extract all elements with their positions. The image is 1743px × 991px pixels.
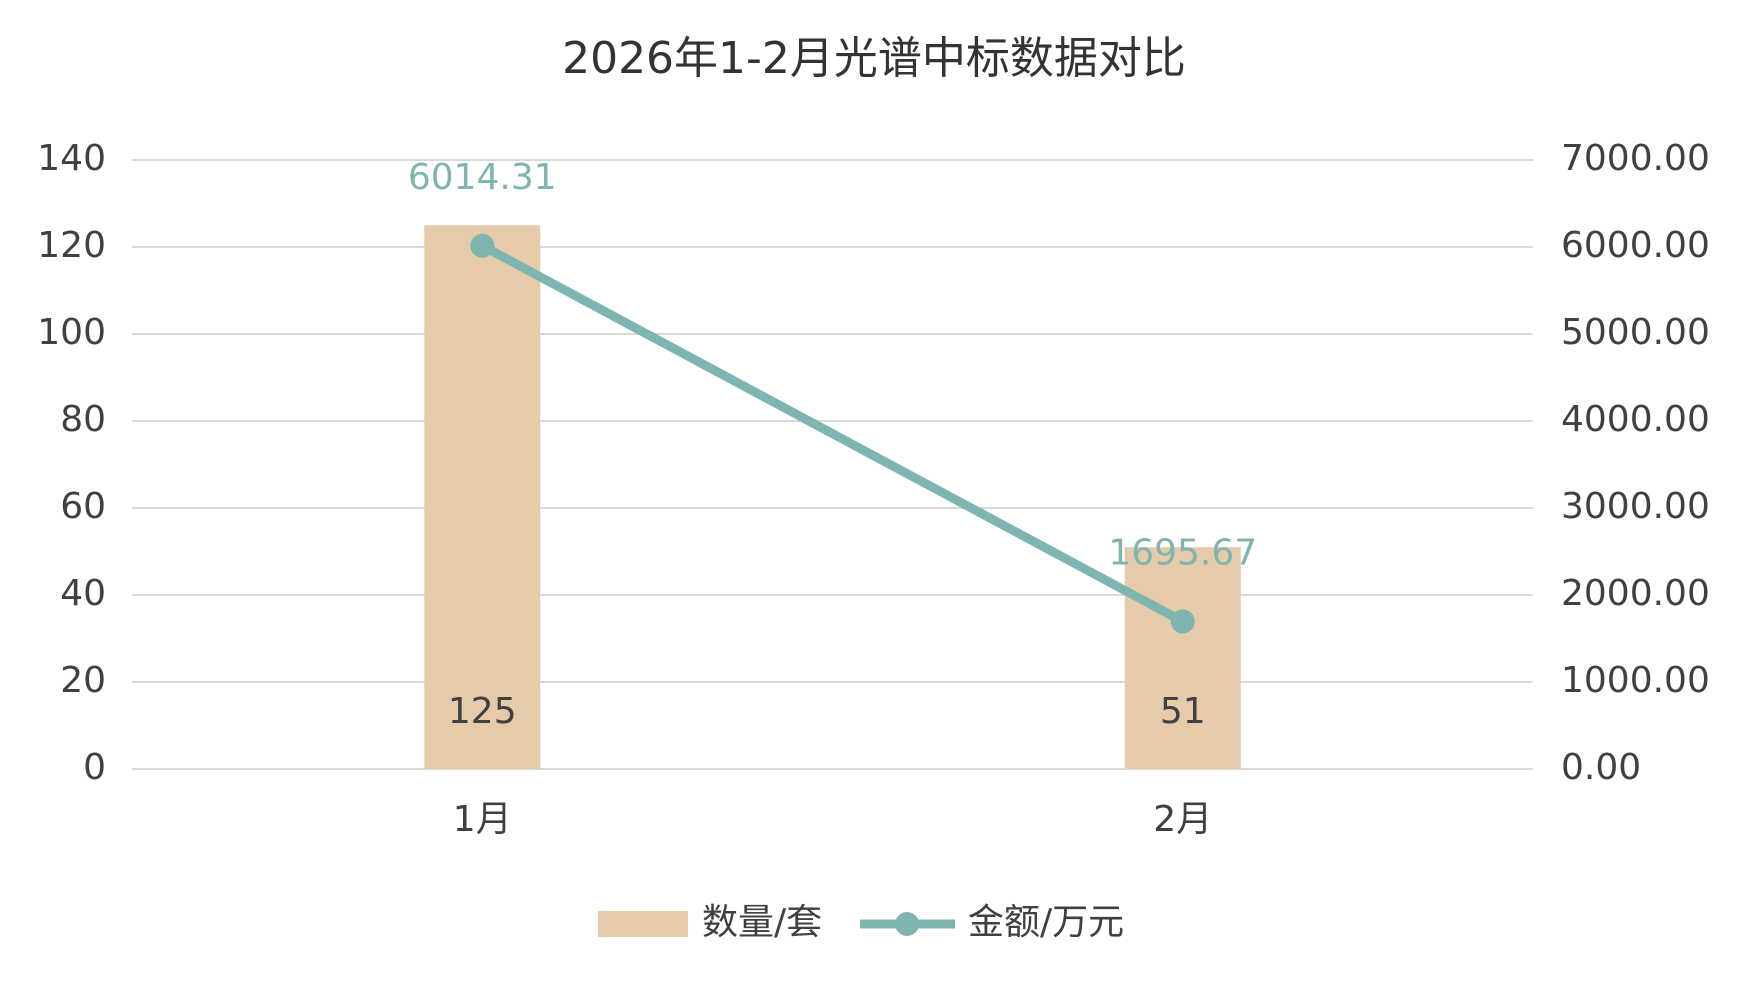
y-tick-label: 60 [60, 486, 106, 527]
y2-tick-label: 6000.00 [1561, 225, 1710, 266]
y-tick-label: 140 [37, 138, 106, 179]
data-label: 6014.31 [408, 157, 557, 198]
y-tick-label: 120 [37, 225, 106, 266]
y2-tick-label: 5000.00 [1561, 312, 1710, 353]
legend-label: 金额/万元 [968, 902, 1124, 943]
line-point [470, 233, 495, 258]
y2-tick-label: 0.00 [1561, 747, 1641, 788]
y-tick-label: 80 [60, 399, 106, 440]
chart-title: 2026年1-2月光谱中标数据对比 [562, 33, 1186, 84]
y2-tick-label: 4000.00 [1561, 399, 1710, 440]
bar [424, 225, 541, 769]
legend-label: 数量/套 [702, 902, 822, 943]
data-label: 125 [448, 691, 517, 732]
y-tick-label: 20 [60, 660, 106, 701]
data-label: 51 [1160, 691, 1206, 732]
line [480, 241, 1185, 626]
legend-swatch [895, 912, 919, 936]
x-tick-label: 2月 [1153, 799, 1212, 840]
y-tick-label: 40 [60, 573, 106, 614]
y-tick-label: 100 [37, 312, 106, 353]
x-tick-label: 1月 [453, 799, 512, 840]
y2-tick-label: 3000.00 [1561, 486, 1710, 527]
legend-swatch [598, 911, 688, 937]
bar [1124, 547, 1241, 769]
y2-tick-label: 7000.00 [1561, 138, 1710, 179]
y2-tick-label: 1000.00 [1561, 660, 1710, 701]
line-point [1170, 609, 1195, 634]
y2-tick-label: 2000.00 [1561, 573, 1710, 614]
data-label: 1695.67 [1108, 532, 1257, 573]
y-tick-label: 0 [83, 747, 106, 788]
